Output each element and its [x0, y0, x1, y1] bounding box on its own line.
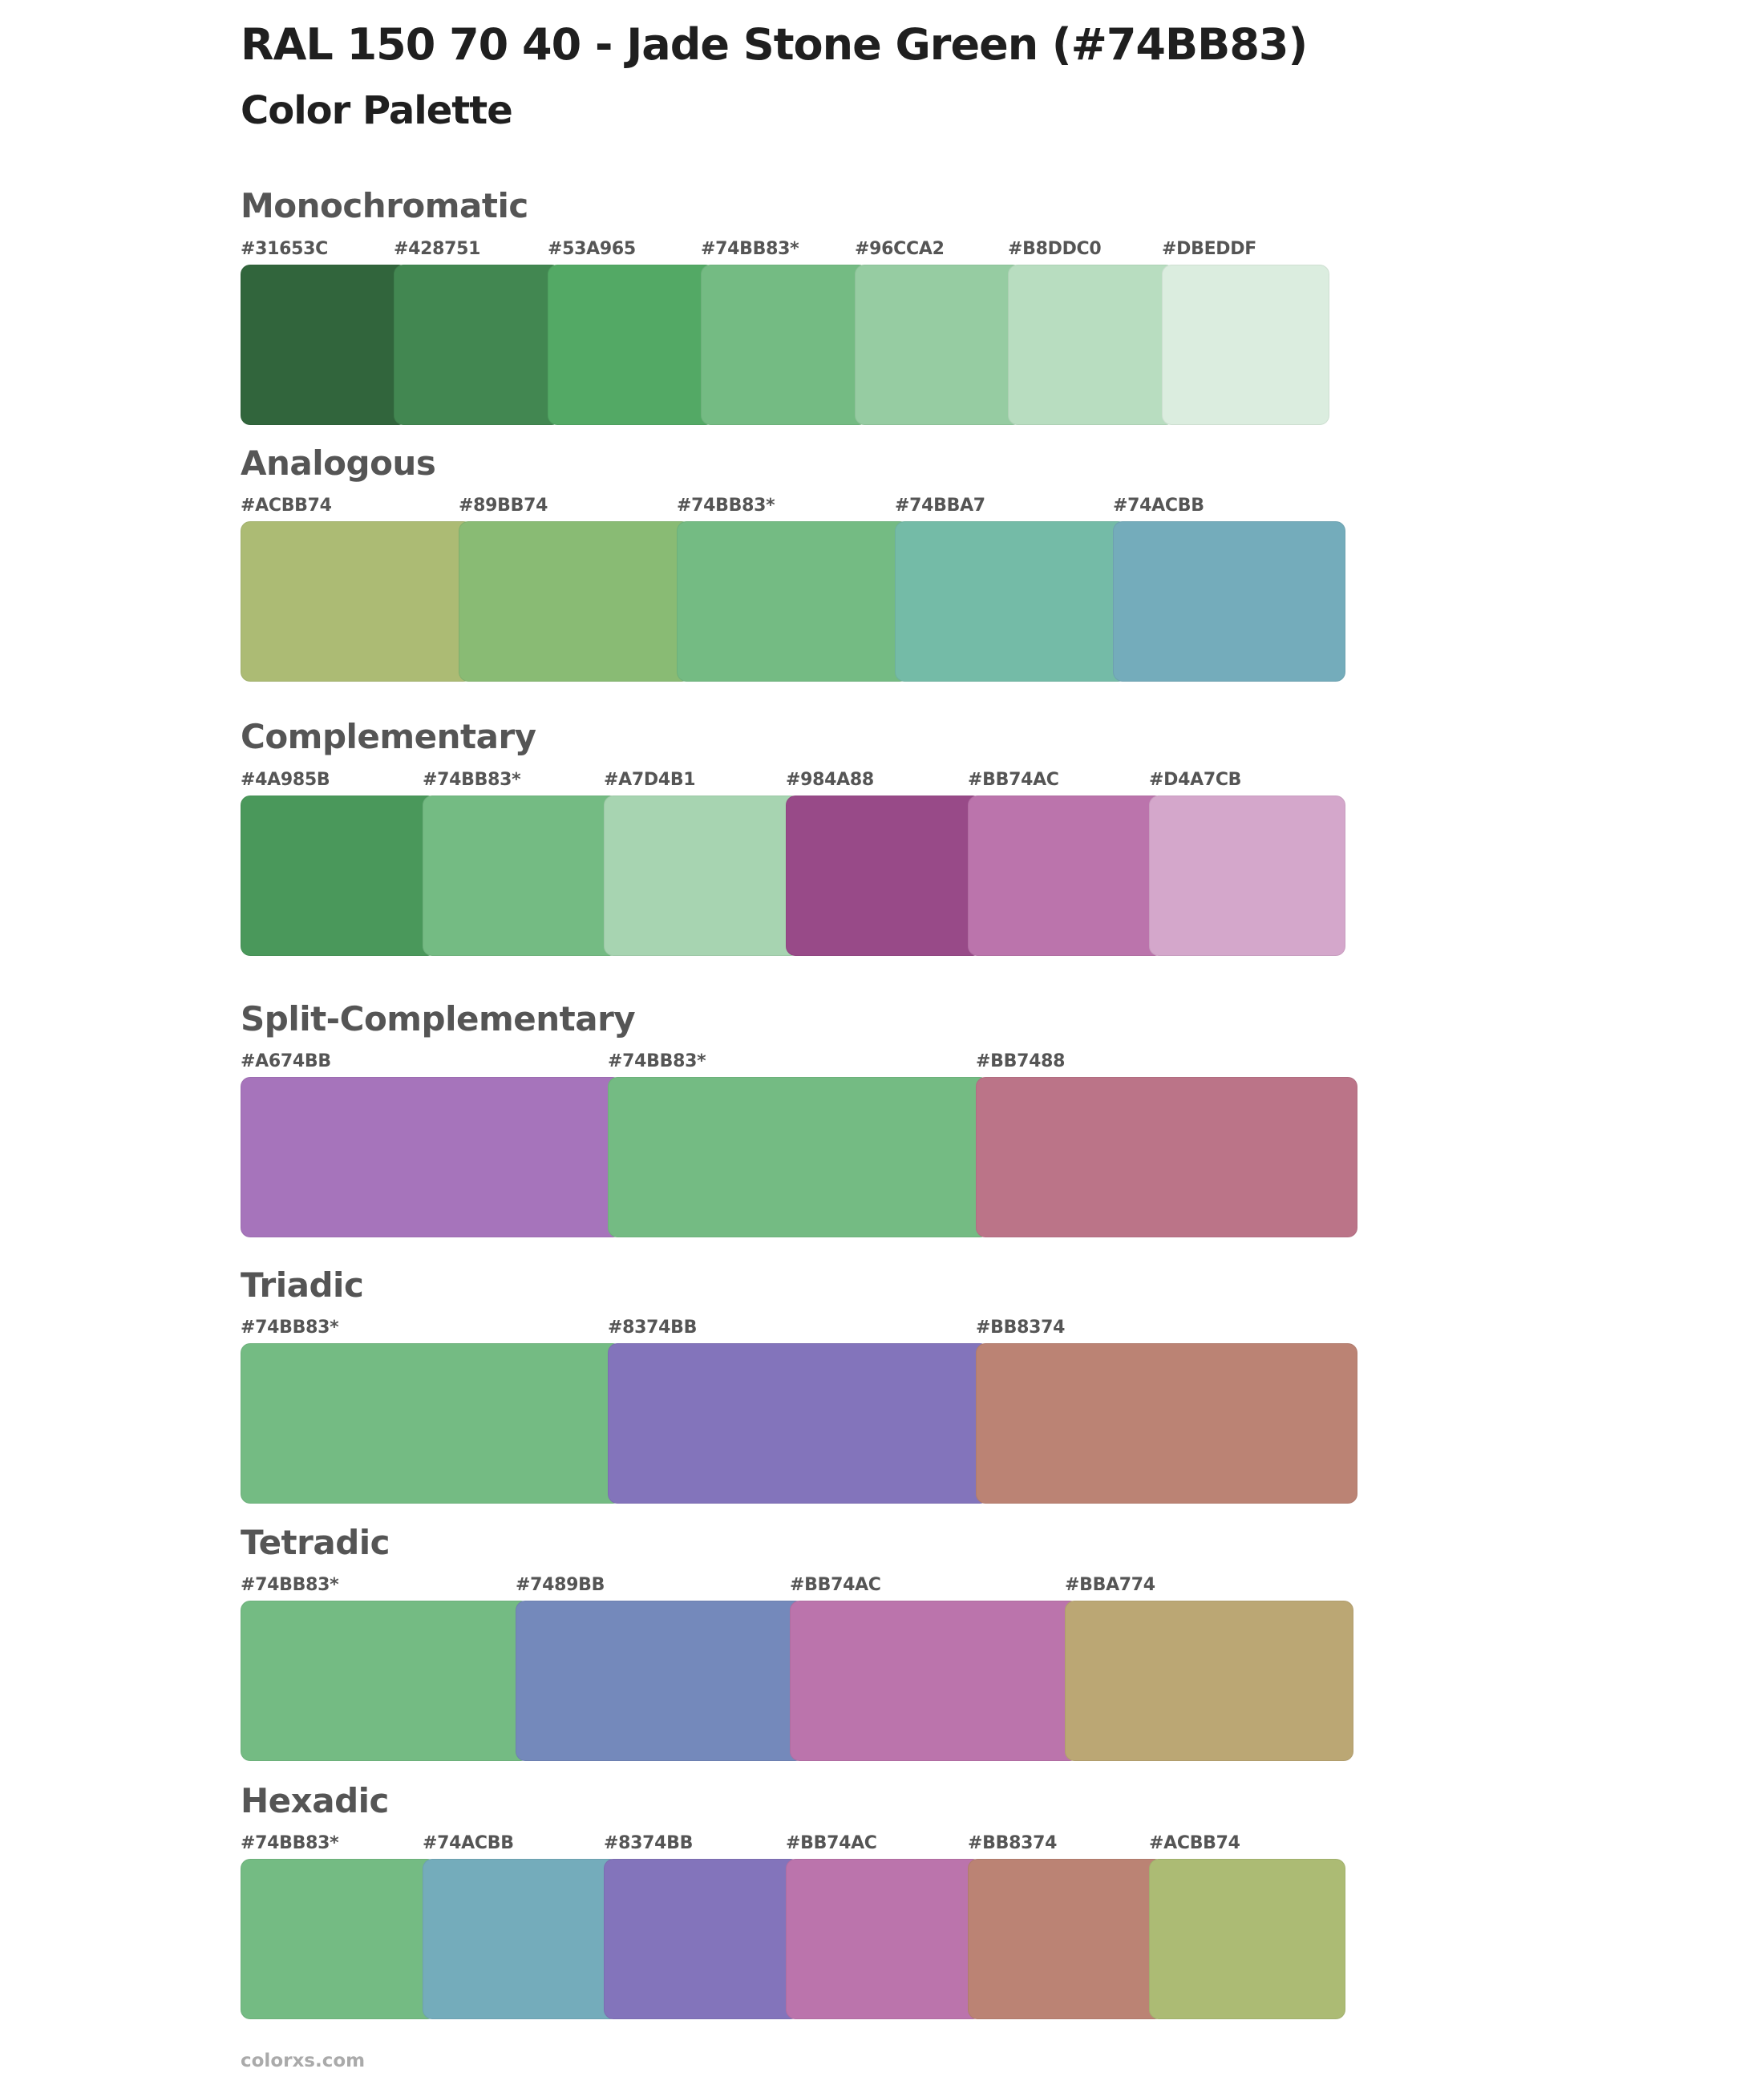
swatch-hex-label: #BB7488	[976, 1051, 1066, 1071]
swatch-color-box[interactable]	[968, 1859, 1164, 2019]
swatch-color-box[interactable]	[241, 796, 437, 956]
swatch-color-box[interactable]	[968, 796, 1164, 956]
swatch-color-box[interactable]	[786, 1859, 982, 2019]
swatch-color-box[interactable]	[855, 265, 1022, 425]
swatch-color-box[interactable]	[1008, 265, 1175, 425]
swatch-color-box[interactable]	[241, 1077, 622, 1237]
swatch-color-box[interactable]	[604, 796, 800, 956]
swatch-color-box[interactable]	[423, 1859, 619, 2019]
swatch-hex-label: #74BB83*	[677, 496, 775, 516]
swatch-hex-label: #8374BB	[608, 1318, 698, 1338]
page-subtitle: Color Palette	[241, 88, 513, 133]
swatch-hex-label: #74BB83*	[241, 1833, 339, 1853]
swatch-color-box[interactable]	[548, 265, 715, 425]
swatch-color-box[interactable]	[608, 1077, 989, 1237]
swatch-hex-label: #4A985B	[241, 770, 330, 790]
section-title-triadic: Triadic	[241, 1265, 364, 1305]
swatch-hex-label: #BB8374	[976, 1318, 1066, 1338]
swatch-row-analogous: #ACBB74 #89BB74 #74BB83* #74BBA7 #74ACBB	[241, 496, 1345, 682]
swatch-color-box[interactable]	[1149, 796, 1345, 956]
swatch-color-box[interactable]	[677, 521, 909, 682]
swatch-color-box[interactable]	[786, 796, 982, 956]
swatch-hex-label: #BBA774	[1065, 1575, 1155, 1595]
swatch-color-box[interactable]	[1113, 521, 1345, 682]
swatch-hex-label: #BB74AC	[790, 1575, 881, 1595]
section-title-split-complementary: Split-Complementary	[241, 999, 636, 1038]
swatch-hex-label: #DBEDDF	[1162, 239, 1256, 259]
swatch-hex-label: #74BB83*	[241, 1575, 339, 1595]
swatch-hex-label: #428751	[394, 239, 481, 259]
swatch-hex-label: #BB74AC	[786, 1833, 877, 1853]
swatch-color-box[interactable]	[241, 1343, 622, 1504]
swatch-color-box[interactable]	[241, 1601, 530, 1761]
swatch-hex-label: #74BB83*	[608, 1051, 706, 1071]
swatch-color-box[interactable]	[976, 1077, 1357, 1237]
swatch-color-box[interactable]	[241, 1859, 437, 2019]
swatch-hex-label: #74ACBB	[1113, 496, 1204, 516]
swatch-row-complementary: #4A985B #74BB83* #A7D4B1 #984A88 #BB74AC #D4A…	[241, 770, 1345, 956]
swatch-hex-label: #A7D4B1	[604, 770, 696, 790]
section-title-hexadic: Hexadic	[241, 1781, 389, 1820]
swatch-row-triadic: #74BB83* #8374BB #BB8374	[241, 1318, 1357, 1504]
swatch-color-box[interactable]	[241, 521, 473, 682]
swatch-row-monochromatic: #31653C #428751 #53A965 #74BB83* #96CCA2 #B8D…	[241, 239, 1329, 425]
swatch-hex-label: #89BB74	[459, 496, 548, 516]
swatch-color-box[interactable]	[701, 265, 868, 425]
swatch-color-box[interactable]	[1065, 1601, 1353, 1761]
swatch-hex-label: #74ACBB	[423, 1833, 514, 1853]
swatch-hex-label: #7489BB	[516, 1575, 605, 1595]
swatch-hex-label: #31653C	[241, 239, 329, 259]
swatch-hex-label: #BB8374	[968, 1833, 1058, 1853]
section-title-complementary: Complementary	[241, 717, 536, 756]
swatch-row-tetradic: #74BB83* #7489BB #BB74AC #BBA774	[241, 1575, 1353, 1761]
swatch-color-box[interactable]	[790, 1601, 1079, 1761]
swatch-hex-label: #A674BB	[241, 1051, 331, 1071]
swatch-color-box[interactable]	[604, 1859, 800, 2019]
swatch-color-box[interactable]	[608, 1343, 989, 1504]
swatch-color-box[interactable]	[1149, 1859, 1345, 2019]
swatch-color-box[interactable]	[1162, 265, 1329, 425]
swatch-color-box[interactable]	[895, 521, 1127, 682]
swatch-hex-label: #ACBB74	[241, 496, 332, 516]
section-title-tetradic: Tetradic	[241, 1523, 390, 1562]
swatch-hex-label: #ACBB74	[1149, 1833, 1240, 1853]
swatch-hex-label: #74BBA7	[895, 496, 985, 516]
swatch-hex-label: #B8DDC0	[1008, 239, 1102, 259]
swatch-color-box[interactable]	[516, 1601, 805, 1761]
swatch-hex-label: #D4A7CB	[1149, 770, 1242, 790]
swatch-row-hexadic: #74BB83* #74ACBB #8374BB #BB74AC #BB8374 #ACB…	[241, 1833, 1345, 2019]
swatch-color-box[interactable]	[394, 265, 561, 425]
page-title: RAL 150 70 40 - Jade Stone Green (#74BB8…	[241, 19, 1308, 70]
swatch-hex-label: #74BB83*	[423, 770, 521, 790]
swatch-color-box[interactable]	[241, 265, 408, 425]
swatch-hex-label: #53A965	[548, 239, 636, 259]
swatch-color-box[interactable]	[459, 521, 691, 682]
footer-site-link[interactable]: colorxs.com	[241, 2051, 366, 2071]
swatch-hex-label: #74BB83*	[701, 239, 799, 259]
swatch-hex-label: #96CCA2	[855, 239, 945, 259]
swatch-row-split-complementary: #A674BB #74BB83* #BB7488	[241, 1051, 1357, 1237]
section-title-analogous: Analogous	[241, 443, 436, 483]
swatch-hex-label: #74BB83*	[241, 1318, 339, 1338]
swatch-color-box[interactable]	[976, 1343, 1357, 1504]
swatch-hex-label: #984A88	[786, 770, 874, 790]
swatch-hex-label: #BB74AC	[968, 770, 1059, 790]
section-title-monochromatic: Monochromatic	[241, 186, 528, 225]
swatch-color-box[interactable]	[423, 796, 619, 956]
swatch-hex-label: #8374BB	[604, 1833, 694, 1853]
